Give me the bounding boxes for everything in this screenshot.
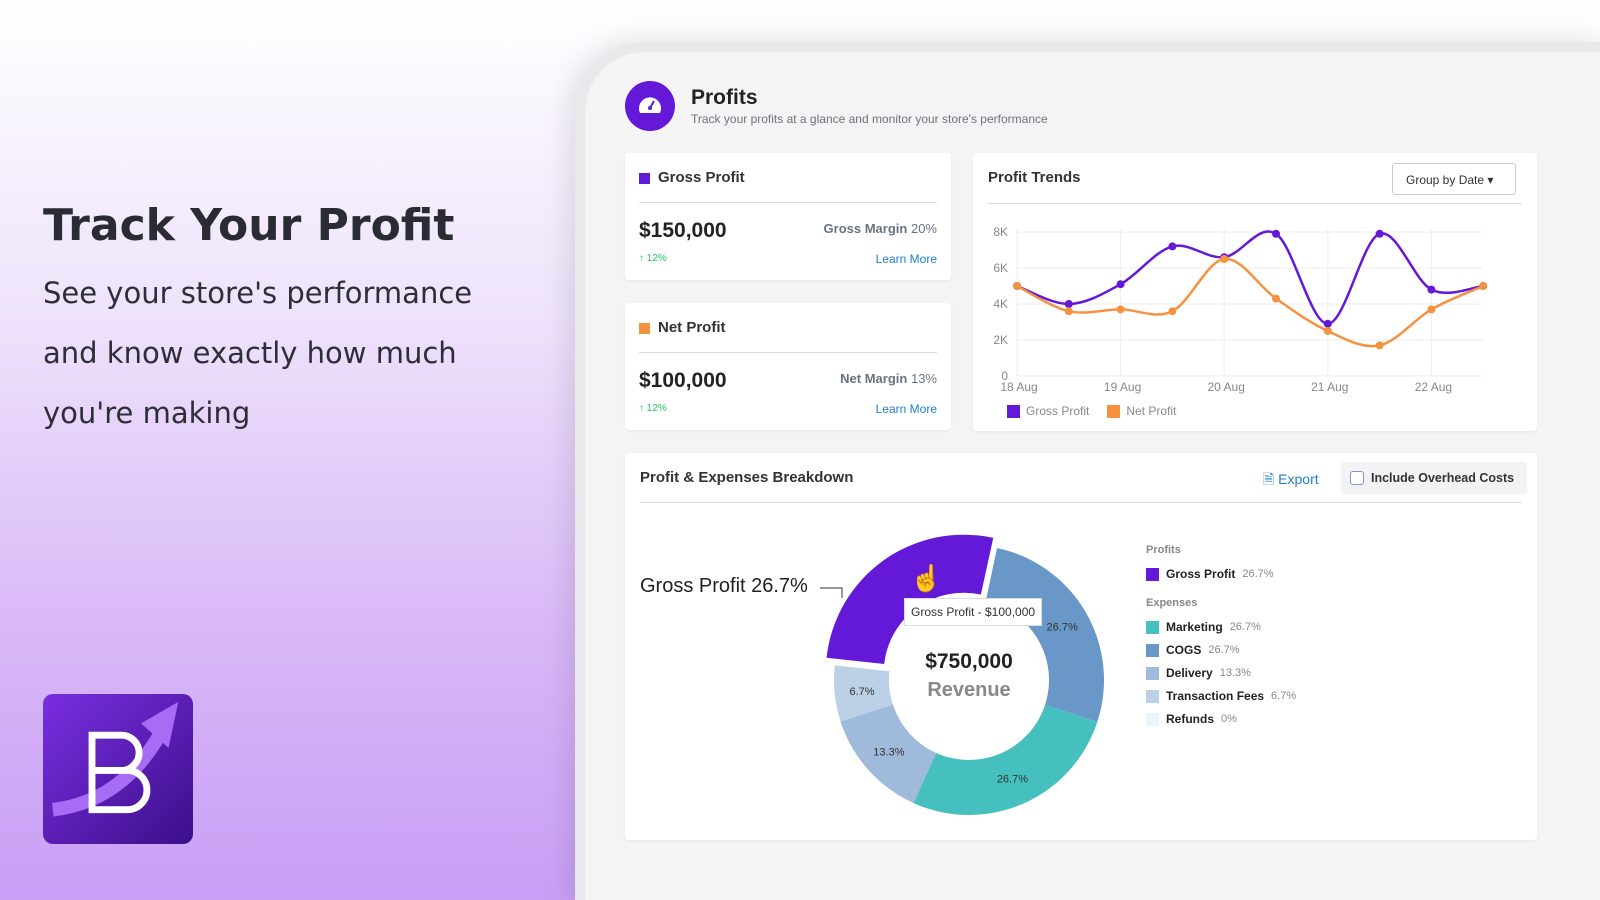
data-point bbox=[1013, 282, 1021, 290]
legend-group-heading: Profits bbox=[1146, 544, 1181, 556]
donut-slice-delivery bbox=[840, 704, 937, 804]
donut-slice-cogs bbox=[985, 547, 1104, 722]
legend-swatch bbox=[1146, 620, 1159, 634]
legend-swatch bbox=[1146, 689, 1159, 703]
data-point bbox=[1220, 255, 1229, 263]
export-button[interactable]: 🗎 Export bbox=[1263, 471, 1319, 487]
card-title: Net Profit bbox=[658, 319, 726, 336]
data-point bbox=[1427, 305, 1436, 314]
donut-slice-transaction-fees bbox=[834, 665, 893, 722]
legend-swatch bbox=[1146, 712, 1159, 726]
page-title: Profits bbox=[691, 86, 758, 109]
legend-group-heading: Expenses bbox=[1146, 597, 1198, 609]
card-title: Gross Profit bbox=[658, 169, 745, 186]
trends-title: Profit Trends bbox=[988, 169, 1081, 186]
x-tick-label: 18 Aug bbox=[1000, 380, 1037, 394]
slice-label: 26.7% bbox=[997, 773, 1028, 785]
y-tick-label: 0 bbox=[1001, 369, 1008, 383]
margin-label: Net Margin bbox=[840, 371, 908, 386]
data-point bbox=[1064, 300, 1073, 308]
net-profit-card: Net Profit $100,000 Net Margin 13% ↑ 12%… bbox=[625, 303, 951, 430]
donut-slice-marketing bbox=[913, 704, 1098, 815]
app-logo bbox=[43, 694, 193, 844]
learn-more-link[interactable]: Learn More bbox=[875, 252, 937, 266]
legend-swatch bbox=[1146, 643, 1159, 657]
data-point bbox=[1116, 280, 1125, 289]
hero: Track Your Profit See your store's perfo… bbox=[43, 200, 513, 443]
data-point bbox=[1479, 282, 1488, 290]
excel-file-icon: 🗎 bbox=[1263, 471, 1275, 487]
legend-item[interactable]: Marketing 26.7% bbox=[1146, 612, 1296, 642]
x-tick-label: 20 Aug bbox=[1208, 380, 1245, 394]
speedometer-icon bbox=[625, 81, 675, 131]
trends-legend: Gross Profit Net Profit bbox=[1007, 404, 1176, 418]
slice-label: 26.7% bbox=[1047, 621, 1078, 633]
card-value: $100,000 bbox=[639, 369, 727, 392]
legend-swatch bbox=[1007, 404, 1020, 418]
callout-label: Gross Profit 26.7% bbox=[640, 575, 808, 597]
legend-net[interactable]: Net Profit bbox=[1126, 404, 1177, 418]
data-point bbox=[1168, 242, 1177, 251]
gross-profit-card: Gross Profit $150,000 Gross Margin 20% ↑… bbox=[625, 153, 951, 280]
page-subtitle: Track your profits at a glance and monit… bbox=[691, 112, 1048, 126]
y-tick-label: 4K bbox=[993, 297, 1008, 311]
data-point bbox=[1272, 229, 1280, 238]
caret-down-icon: ▾ bbox=[1487, 173, 1494, 187]
donut-center-value: $750,000 bbox=[925, 650, 1013, 673]
margin-label: Gross Margin bbox=[823, 221, 908, 236]
data-point bbox=[1375, 341, 1384, 350]
hero-subtitle: See your store's performance and know ex… bbox=[43, 276, 473, 430]
arrow-up-icon: ↑ bbox=[639, 403, 644, 414]
data-point bbox=[1323, 327, 1332, 335]
data-point bbox=[1272, 294, 1280, 303]
x-tick-label: 19 Aug bbox=[1104, 380, 1141, 394]
data-point bbox=[1323, 319, 1332, 328]
net-profit-swatch bbox=[639, 323, 650, 334]
data-point bbox=[1116, 305, 1125, 314]
tooltip: Gross Profit - $100,000 bbox=[904, 598, 1043, 626]
legend-item[interactable]: Transaction Fees 6.7% bbox=[1146, 681, 1296, 711]
legend-item[interactable]: Delivery 13.3% bbox=[1146, 658, 1296, 688]
legend-item[interactable]: Refunds 0% bbox=[1146, 704, 1296, 734]
legend-swatch bbox=[1107, 404, 1121, 418]
margin-value: 13% bbox=[910, 371, 937, 386]
slice-label: 13.3% bbox=[873, 747, 904, 759]
change-value: 12% bbox=[646, 253, 667, 264]
y-tick-label: 2K bbox=[993, 333, 1008, 347]
hand-cursor-icon: ☝ bbox=[910, 563, 943, 593]
gross-profit-swatch bbox=[639, 173, 650, 184]
series-line-1 bbox=[1016, 257, 1484, 348]
arrow-up-icon: ↑ bbox=[639, 253, 644, 264]
legend-swatch bbox=[1146, 567, 1159, 581]
breakdown-card: Profit & Expenses Breakdown 🗎 Export Inc… bbox=[625, 453, 1537, 840]
card-value: $150,000 bbox=[639, 219, 727, 242]
legend-gross[interactable]: Gross Profit bbox=[1026, 404, 1090, 418]
breakdown-legend: Profits Gross Profit 26.7% Expenses Marketin… bbox=[1146, 544, 1296, 734]
y-tick-label: 6K bbox=[993, 261, 1008, 275]
hero-title: Track Your Profit bbox=[43, 200, 455, 251]
legend-item[interactable]: COGS 26.7% bbox=[1146, 635, 1296, 665]
legend-item[interactable]: Gross Profit 26.7% bbox=[1146, 559, 1296, 589]
overhead-toggle[interactable]: Include Overhead Costs bbox=[1341, 462, 1527, 494]
y-tick-label: 8K bbox=[993, 225, 1008, 239]
data-point bbox=[1375, 229, 1384, 238]
slice-label: 6.7% bbox=[850, 686, 875, 698]
breakdown-title: Profit & Expenses Breakdown bbox=[640, 469, 854, 486]
data-point bbox=[1427, 285, 1436, 294]
change-value: 12% bbox=[646, 403, 667, 414]
callout-line bbox=[820, 587, 843, 598]
donut-center-label: Revenue bbox=[927, 679, 1011, 701]
group-by-dropdown[interactable]: Group by Date ▾ bbox=[1392, 163, 1516, 195]
overhead-checkbox[interactable] bbox=[1350, 471, 1364, 485]
margin-value: 20% bbox=[910, 221, 937, 236]
data-point bbox=[1168, 307, 1177, 316]
x-tick-label: 22 Aug bbox=[1415, 380, 1452, 394]
legend-swatch bbox=[1146, 666, 1159, 680]
learn-more-link[interactable]: Learn More bbox=[875, 402, 937, 416]
data-point bbox=[1064, 307, 1073, 316]
x-tick-label: 21 Aug bbox=[1311, 380, 1348, 394]
